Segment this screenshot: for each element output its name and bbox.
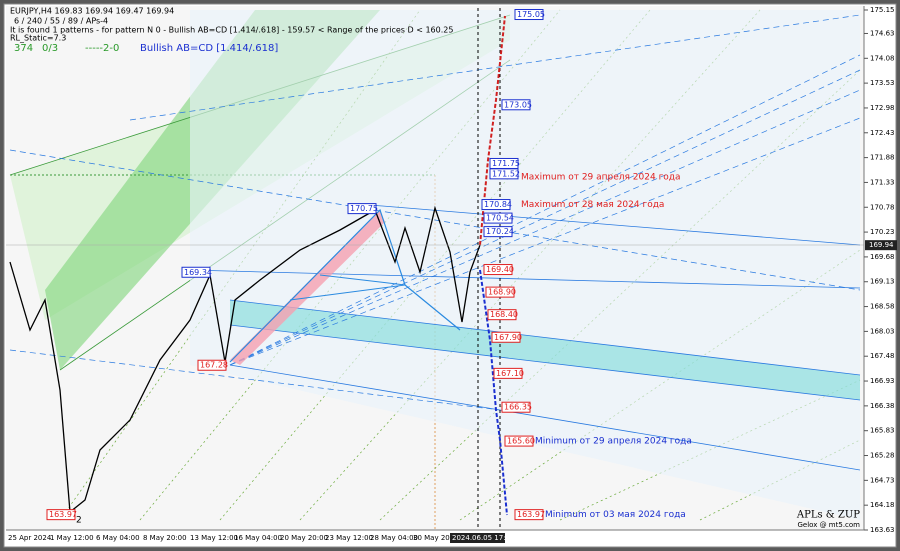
price-tick-label: 174.08	[870, 54, 895, 62]
level-box	[483, 264, 513, 276]
counter: 0/3	[42, 43, 58, 54]
time-label: 1 May 12:00	[50, 534, 94, 542]
level-box-label: 167.90	[494, 333, 522, 342]
level-box	[487, 309, 517, 321]
time-label: 30 May 20:00	[413, 534, 461, 542]
counter: 374	[14, 43, 33, 54]
watermark-site: Gelox @ mt5.com	[797, 521, 860, 529]
price-tick-label: 165.83	[870, 427, 895, 435]
fan-lines	[9, 14, 861, 411]
annotation: Minimum от 29 апреля 2024 года	[535, 437, 692, 447]
time-label: 25 Apr 2024	[8, 534, 52, 542]
price-tick-label: 169.13	[870, 278, 895, 286]
settings-line: 6 / 240 / 55 / 89 / APs-4	[14, 17, 108, 26]
level-box	[514, 509, 544, 521]
pivot-box	[46, 509, 76, 521]
price-tick-label: 172.43	[870, 129, 895, 137]
time-label: 6 May 04:00	[96, 534, 140, 542]
price-tick-label: 173.53	[870, 79, 895, 87]
watermark: APLs & ZUP	[796, 510, 860, 521]
level-box-label: 170.24	[486, 227, 514, 236]
price-tick-label: 168.03	[870, 327, 895, 335]
abcd-pattern	[229, 208, 461, 363]
level-box	[489, 168, 519, 180]
level-box-label: 175.05	[517, 10, 545, 19]
current-time-label: 2024.06.05 17:15	[452, 534, 514, 542]
time-label: 28 May 04:00	[370, 534, 418, 542]
pattern-name: Bullish AB=CD [1.414/.618]	[140, 43, 278, 54]
current-price-box	[865, 240, 897, 251]
level-box-label: 166.35	[504, 403, 532, 412]
level-box-label: 169.40	[486, 265, 514, 274]
annotation: Maximum от 28 мая 2024 года	[521, 200, 664, 210]
level-box-label: 170.54	[486, 214, 514, 223]
pattern-leg	[230, 210, 385, 365]
price-tick-label: 169.68	[870, 253, 895, 261]
time-label: 16 May 04:00	[234, 534, 282, 542]
level-box	[483, 212, 513, 224]
level-box-label: 168.40	[490, 310, 518, 319]
current-price-label: 169.94	[869, 241, 894, 249]
time-label: 8 May 20:00	[143, 534, 187, 542]
counter: -----2-0	[85, 43, 119, 54]
level-box	[491, 331, 521, 343]
price-tick-label: 171.33	[870, 178, 895, 186]
cyan-band	[230, 300, 860, 400]
price-tick-label: 167.48	[870, 352, 895, 360]
level-box-label: 171.52	[492, 169, 520, 178]
price-tick-label: 170.23	[870, 228, 895, 236]
pattern-line: It is found 1 patterns - for pattern N 0…	[10, 26, 453, 35]
pivot-box-label: 169.34	[184, 268, 212, 277]
level-box-label: 173.05	[504, 100, 532, 109]
level-box	[514, 9, 544, 21]
price-tick-label: 164.73	[870, 476, 895, 484]
time-label: 20 May 20:00	[280, 534, 328, 542]
level-box	[501, 401, 531, 413]
price-tick-label: 164.18	[870, 501, 895, 509]
annotation: Maximum от 29 апреля 2024 года	[521, 172, 681, 182]
time-label: 23 May 12:00	[325, 534, 373, 542]
symbol-line: EURJPY,H4 169.83 169.94 169.47 169.94	[10, 7, 174, 16]
zup-projection-down	[479, 269, 508, 516]
level-box	[493, 367, 523, 379]
level-box-label: 170.84	[484, 200, 512, 209]
price-tick-label: 174.63	[870, 29, 895, 37]
level-box-label: 167.10	[496, 369, 524, 378]
pivot-box	[347, 203, 377, 215]
price-tick-label: 172.98	[870, 104, 895, 112]
level-box-label: 163.97	[517, 510, 545, 519]
pivot-box-label: 167.28	[200, 361, 228, 370]
price-tick-label: 163.63	[870, 526, 895, 534]
price-tick-label: 165.28	[870, 452, 895, 460]
level-box	[481, 199, 511, 211]
price-tick-label: 166.93	[870, 377, 895, 385]
pivot-box	[181, 266, 211, 278]
price-tick-label: 175.15	[870, 6, 895, 14]
level-box	[485, 286, 515, 298]
pivot-number: 2	[76, 516, 82, 526]
pivot-box-label: 163.97	[49, 510, 77, 519]
level-box	[504, 435, 534, 447]
level-box-label: 168.90	[488, 288, 516, 297]
pivot-box	[197, 359, 227, 371]
current-time-box	[450, 533, 505, 543]
level-box-label: 171.75	[492, 159, 520, 168]
channel-lines	[189, 204, 861, 471]
price-tick-label: 171.88	[870, 154, 895, 162]
level-box	[501, 99, 531, 111]
abcd-pattern	[289, 274, 406, 301]
annotation: Minimum от 03 мая 2024 года	[545, 510, 686, 520]
level-box	[483, 226, 513, 238]
time-label: 13 May 12:00	[190, 534, 238, 542]
price-tick-label: 166.38	[870, 402, 895, 410]
price-tick-label: 168.58	[870, 303, 895, 311]
pivot-box-label: 170.75	[350, 204, 378, 213]
static-line: RL_Static=7.3	[10, 34, 66, 43]
price-tick-label: 170.78	[870, 203, 895, 211]
level-box-label: 165.60	[507, 437, 535, 446]
